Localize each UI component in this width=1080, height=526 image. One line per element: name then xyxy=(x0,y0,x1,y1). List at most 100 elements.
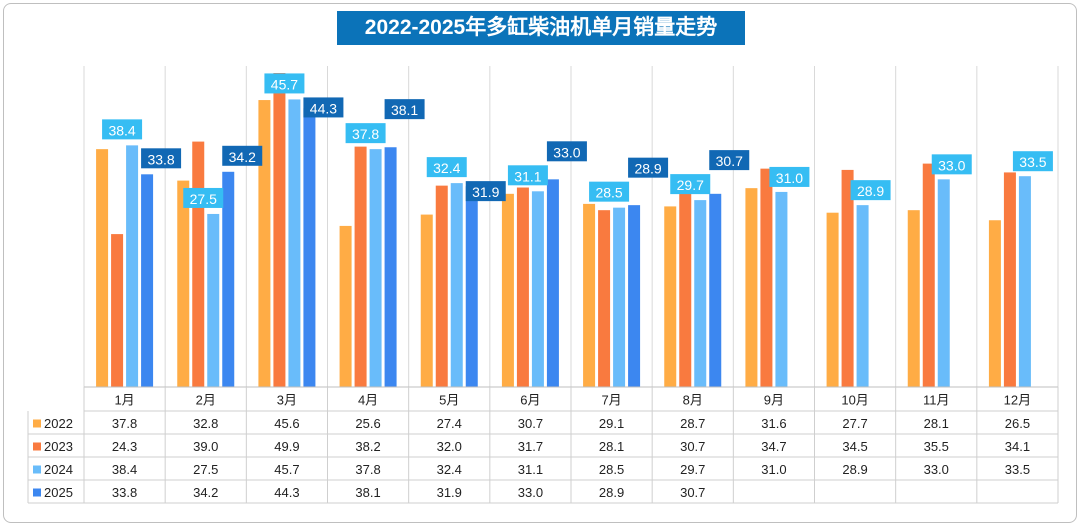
data-label-box xyxy=(183,187,224,208)
table-cell: 45.7 xyxy=(274,462,299,477)
table-cell: 31.0 xyxy=(761,462,786,477)
category-label: 9月 xyxy=(764,393,784,408)
bar-2024-1月 xyxy=(126,145,139,387)
category-label: 8月 xyxy=(683,393,703,408)
data-label: 28.9 xyxy=(857,183,884,199)
data-label: 34.2 xyxy=(229,149,256,165)
table-cell: 27.5 xyxy=(193,462,218,477)
table-cell: 27.7 xyxy=(842,416,867,431)
bar-2023-2月 xyxy=(192,141,205,387)
bar-2022-10月 xyxy=(826,212,839,387)
table-cell: 24.3 xyxy=(112,439,137,454)
table-cell: 33.8 xyxy=(112,485,137,500)
bar-2024-4月 xyxy=(369,149,382,387)
data-label-box xyxy=(589,181,630,202)
table-cell: 34.1 xyxy=(1005,439,1030,454)
data-label-box xyxy=(709,150,750,171)
table-cell: 28.1 xyxy=(599,439,624,454)
data-label: 28.9 xyxy=(634,161,661,177)
legend-label: 2025 xyxy=(44,485,73,500)
bar-2025-1月 xyxy=(141,174,154,387)
data-label-box xyxy=(931,154,972,175)
table-cell: 44.3 xyxy=(274,485,299,500)
data-label-box xyxy=(102,119,143,140)
data-label-box xyxy=(345,123,386,144)
bar-2023-8月 xyxy=(679,193,692,387)
bar-2024-3月 xyxy=(288,99,301,387)
bar-2024-7月 xyxy=(613,207,626,387)
data-label: 30.7 xyxy=(716,153,743,169)
table-cell: 31.7 xyxy=(518,439,543,454)
chart-title: 2022-2025年多缸柴油机单月销量走势 xyxy=(337,11,745,45)
bar-2023-1月 xyxy=(111,234,124,387)
bar-2025-4月 xyxy=(384,147,397,387)
table-cell: 29.7 xyxy=(680,462,705,477)
table-cell: 38.2 xyxy=(355,439,380,454)
category-label: 2月 xyxy=(196,393,216,408)
bar-2023-6月 xyxy=(516,187,529,387)
bar-2025-3月 xyxy=(303,108,316,388)
data-label: 37.8 xyxy=(352,126,379,142)
category-label: 1月 xyxy=(114,393,134,408)
legend-key-2023 xyxy=(33,442,41,451)
bar-2025-8月 xyxy=(709,193,722,387)
bar-2025-6月 xyxy=(546,179,559,387)
table-cell: 30.7 xyxy=(680,439,705,454)
table-cell: 38.4 xyxy=(112,462,137,477)
bar-2024-8月 xyxy=(694,200,707,387)
table-cell: 31.1 xyxy=(518,462,543,477)
table-cell: 33.0 xyxy=(518,485,543,500)
data-label: 38.4 xyxy=(108,122,135,138)
table-cell: 34.2 xyxy=(193,485,218,500)
category-label: 6月 xyxy=(520,393,540,408)
category-label: 4月 xyxy=(358,393,378,408)
bar-2023-5月 xyxy=(435,185,448,387)
bar-2023-11月 xyxy=(922,163,935,387)
data-label-box xyxy=(628,157,669,178)
data-label: 33.5 xyxy=(1019,154,1046,170)
data-label-box xyxy=(303,97,344,118)
bar-2023-9月 xyxy=(760,168,773,387)
bar-2022-6月 xyxy=(501,193,514,387)
table-cell: 49.9 xyxy=(274,439,299,454)
bar-2024-2月 xyxy=(207,213,220,387)
legend-key-2022 xyxy=(33,419,41,428)
table-cell: 31.9 xyxy=(437,485,462,500)
data-label: 32.4 xyxy=(433,160,460,176)
bar-2023-7月 xyxy=(598,210,611,387)
category-label: 3月 xyxy=(277,393,297,408)
table-cell: 25.6 xyxy=(355,416,380,431)
data-label: 38.1 xyxy=(391,102,418,118)
bar-2025-2月 xyxy=(222,171,235,387)
legend-label: 2024 xyxy=(44,462,73,477)
data-label: 27.5 xyxy=(190,191,217,207)
category-label: 5月 xyxy=(439,393,459,408)
data-label-box xyxy=(670,174,711,195)
legend-key-2024 xyxy=(33,465,41,474)
data-label-box xyxy=(426,157,467,178)
bar-2024-10月 xyxy=(856,205,869,387)
data-label: 29.7 xyxy=(677,177,704,193)
data-label: 44.3 xyxy=(310,100,337,116)
legend-key-2025 xyxy=(33,488,41,497)
table-cell: 30.7 xyxy=(680,485,705,500)
category-label: 10月 xyxy=(841,393,868,408)
data-label-box xyxy=(546,141,587,162)
category-label: 11月 xyxy=(923,393,950,408)
table-cell: 28.5 xyxy=(599,462,624,477)
table-cell: 27.4 xyxy=(437,416,462,431)
bar-2022-3月 xyxy=(258,100,271,388)
table-cell: 34.5 xyxy=(842,439,867,454)
table-cell: 32.0 xyxy=(437,439,462,454)
bar-2023-10月 xyxy=(841,169,854,387)
bar-2024-12月 xyxy=(1018,176,1031,387)
data-label: 45.7 xyxy=(271,76,298,92)
bar-2023-3月 xyxy=(273,73,286,387)
table-cell: 32.8 xyxy=(193,416,218,431)
table-cell: 37.8 xyxy=(112,416,137,431)
table-cell: 38.1 xyxy=(355,485,380,500)
data-label-box xyxy=(264,73,305,94)
bar-2022-4月 xyxy=(339,225,352,387)
legend-label: 2023 xyxy=(44,439,73,454)
category-label: 12月 xyxy=(1004,393,1031,408)
